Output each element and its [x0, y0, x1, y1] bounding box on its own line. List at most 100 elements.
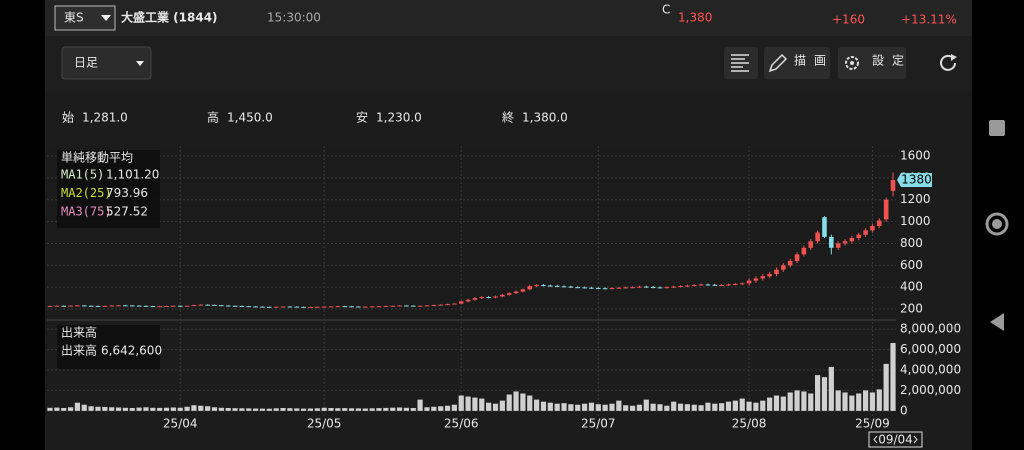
draw-button[interactable]: 描画: [764, 47, 834, 79]
candle-body: [493, 296, 498, 298]
volume-bar: [472, 397, 478, 411]
candle-body: [705, 284, 711, 286]
icon: [845, 56, 859, 70]
volume-bar: [403, 407, 409, 411]
candle-body: [753, 278, 759, 281]
volume-bar: [410, 407, 416, 411]
volume-bar: [321, 407, 327, 411]
marks: 1380: [47, 172, 932, 411]
volume-bar: [650, 403, 656, 411]
candle-body: [362, 306, 368, 308]
ohlc-row: 始 1,281.0 高 1,450.0 安 1,230.0 終 1,380.0: [62, 110, 568, 125]
candle-body: [335, 306, 341, 308]
volume-bar: [890, 343, 896, 411]
candle-body: [308, 306, 313, 308]
volume-bar: [300, 408, 307, 411]
nav-back[interactable]: [990, 313, 1004, 331]
candle-body: [198, 304, 204, 306]
candle-body: [870, 225, 875, 231]
candle-body: [246, 306, 252, 308]
nav-recent[interactable]: [989, 120, 1005, 136]
volume-bar: [438, 406, 444, 411]
candle-body: [739, 283, 745, 285]
candle-body: [691, 284, 697, 286]
candle-body: [760, 276, 766, 279]
period-box[interactable]: [61, 46, 152, 80]
draw-label[interactable]: 描画: [794, 54, 834, 68]
candle-body: [47, 305, 53, 307]
ohlc-label: 終: [502, 110, 514, 125]
candle-body: [356, 306, 361, 308]
volume-bar: [198, 405, 204, 411]
ma-legend: 単純移動平均 MA1(5) 1,101.20 MA2(25)793.96 MA3(75…: [57, 150, 160, 228]
ohlc-value: 1,230.0: [376, 111, 422, 125]
volume-tick-label: 4,000,000: [900, 363, 961, 377]
volume-bar: [458, 395, 464, 411]
y-tick-label: 200: [900, 302, 923, 316]
volume-bar: [136, 407, 142, 411]
candle-body: [294, 306, 300, 308]
candle-body: [116, 305, 121, 307]
candle-body: [88, 305, 94, 307]
volume-bar: [767, 397, 773, 411]
settings-button[interactable]: 設定: [838, 47, 912, 79]
settings-label[interactable]: 設定: [872, 54, 912, 68]
volume-bar: [547, 402, 553, 411]
candle-body: [260, 306, 265, 308]
volume-bar: [554, 403, 560, 411]
volume-bar: [417, 399, 423, 411]
icon[interactable]: [940, 54, 956, 71]
volume-bar: [115, 407, 122, 411]
exchange[interactable]: 東S: [64, 11, 84, 25]
candle-body: [404, 305, 409, 307]
indicator-button[interactable]: [724, 47, 758, 79]
volume-bar: [794, 390, 800, 411]
volume-bar: [390, 407, 396, 411]
volume-bar: [698, 405, 704, 411]
volume-bar: [520, 393, 526, 411]
exchange-select[interactable]: 東S: [54, 5, 116, 31]
button-box[interactable]: [838, 47, 906, 79]
candle-body: [177, 305, 183, 307]
candle-body: [554, 285, 560, 287]
ohlc-value: 1,281.0: [82, 111, 128, 125]
price-panel: [47, 146, 896, 318]
icon: [850, 61, 854, 65]
candle-body: [726, 284, 731, 286]
button-box[interactable]: [764, 47, 830, 79]
volume-bar: [239, 408, 245, 411]
candle-body: [225, 305, 231, 307]
candle-body: [328, 306, 334, 308]
price-tag: [901, 173, 932, 188]
candle-body: [157, 306, 162, 308]
candle-body: [321, 306, 327, 308]
legend-title: 単純移動平均: [61, 151, 133, 165]
volume-legend-name: 出来高: [61, 344, 97, 358]
volume-bar: [150, 407, 156, 411]
x-tick-label: 25/07: [581, 417, 616, 431]
volume-bar: [465, 396, 471, 411]
candle-body: [150, 306, 156, 308]
y-tick-label: 600: [900, 258, 923, 272]
volume-bar: [143, 407, 149, 411]
volume-bar: [623, 405, 629, 411]
nav-home[interactable]: [985, 212, 1009, 236]
volume-bar: [355, 408, 362, 411]
candle-body: [109, 305, 114, 307]
candle-body: [68, 305, 73, 307]
candle-body: [253, 306, 258, 308]
candle-body: [472, 298, 478, 300]
refresh-button[interactable]: [940, 54, 957, 71]
candle-body: [808, 241, 814, 248]
period-select[interactable]: 日足: [61, 46, 152, 80]
period[interactable]: 日足: [74, 56, 98, 70]
y-tick-label: 400: [900, 280, 923, 294]
candle-body: [205, 304, 210, 306]
candle-body: [767, 274, 772, 277]
candle-body: [136, 305, 142, 307]
ohlc-value: 1,380.0: [522, 111, 568, 125]
candle-body: [890, 180, 896, 191]
candle-body: [164, 305, 169, 307]
volume-bar: [266, 408, 272, 411]
